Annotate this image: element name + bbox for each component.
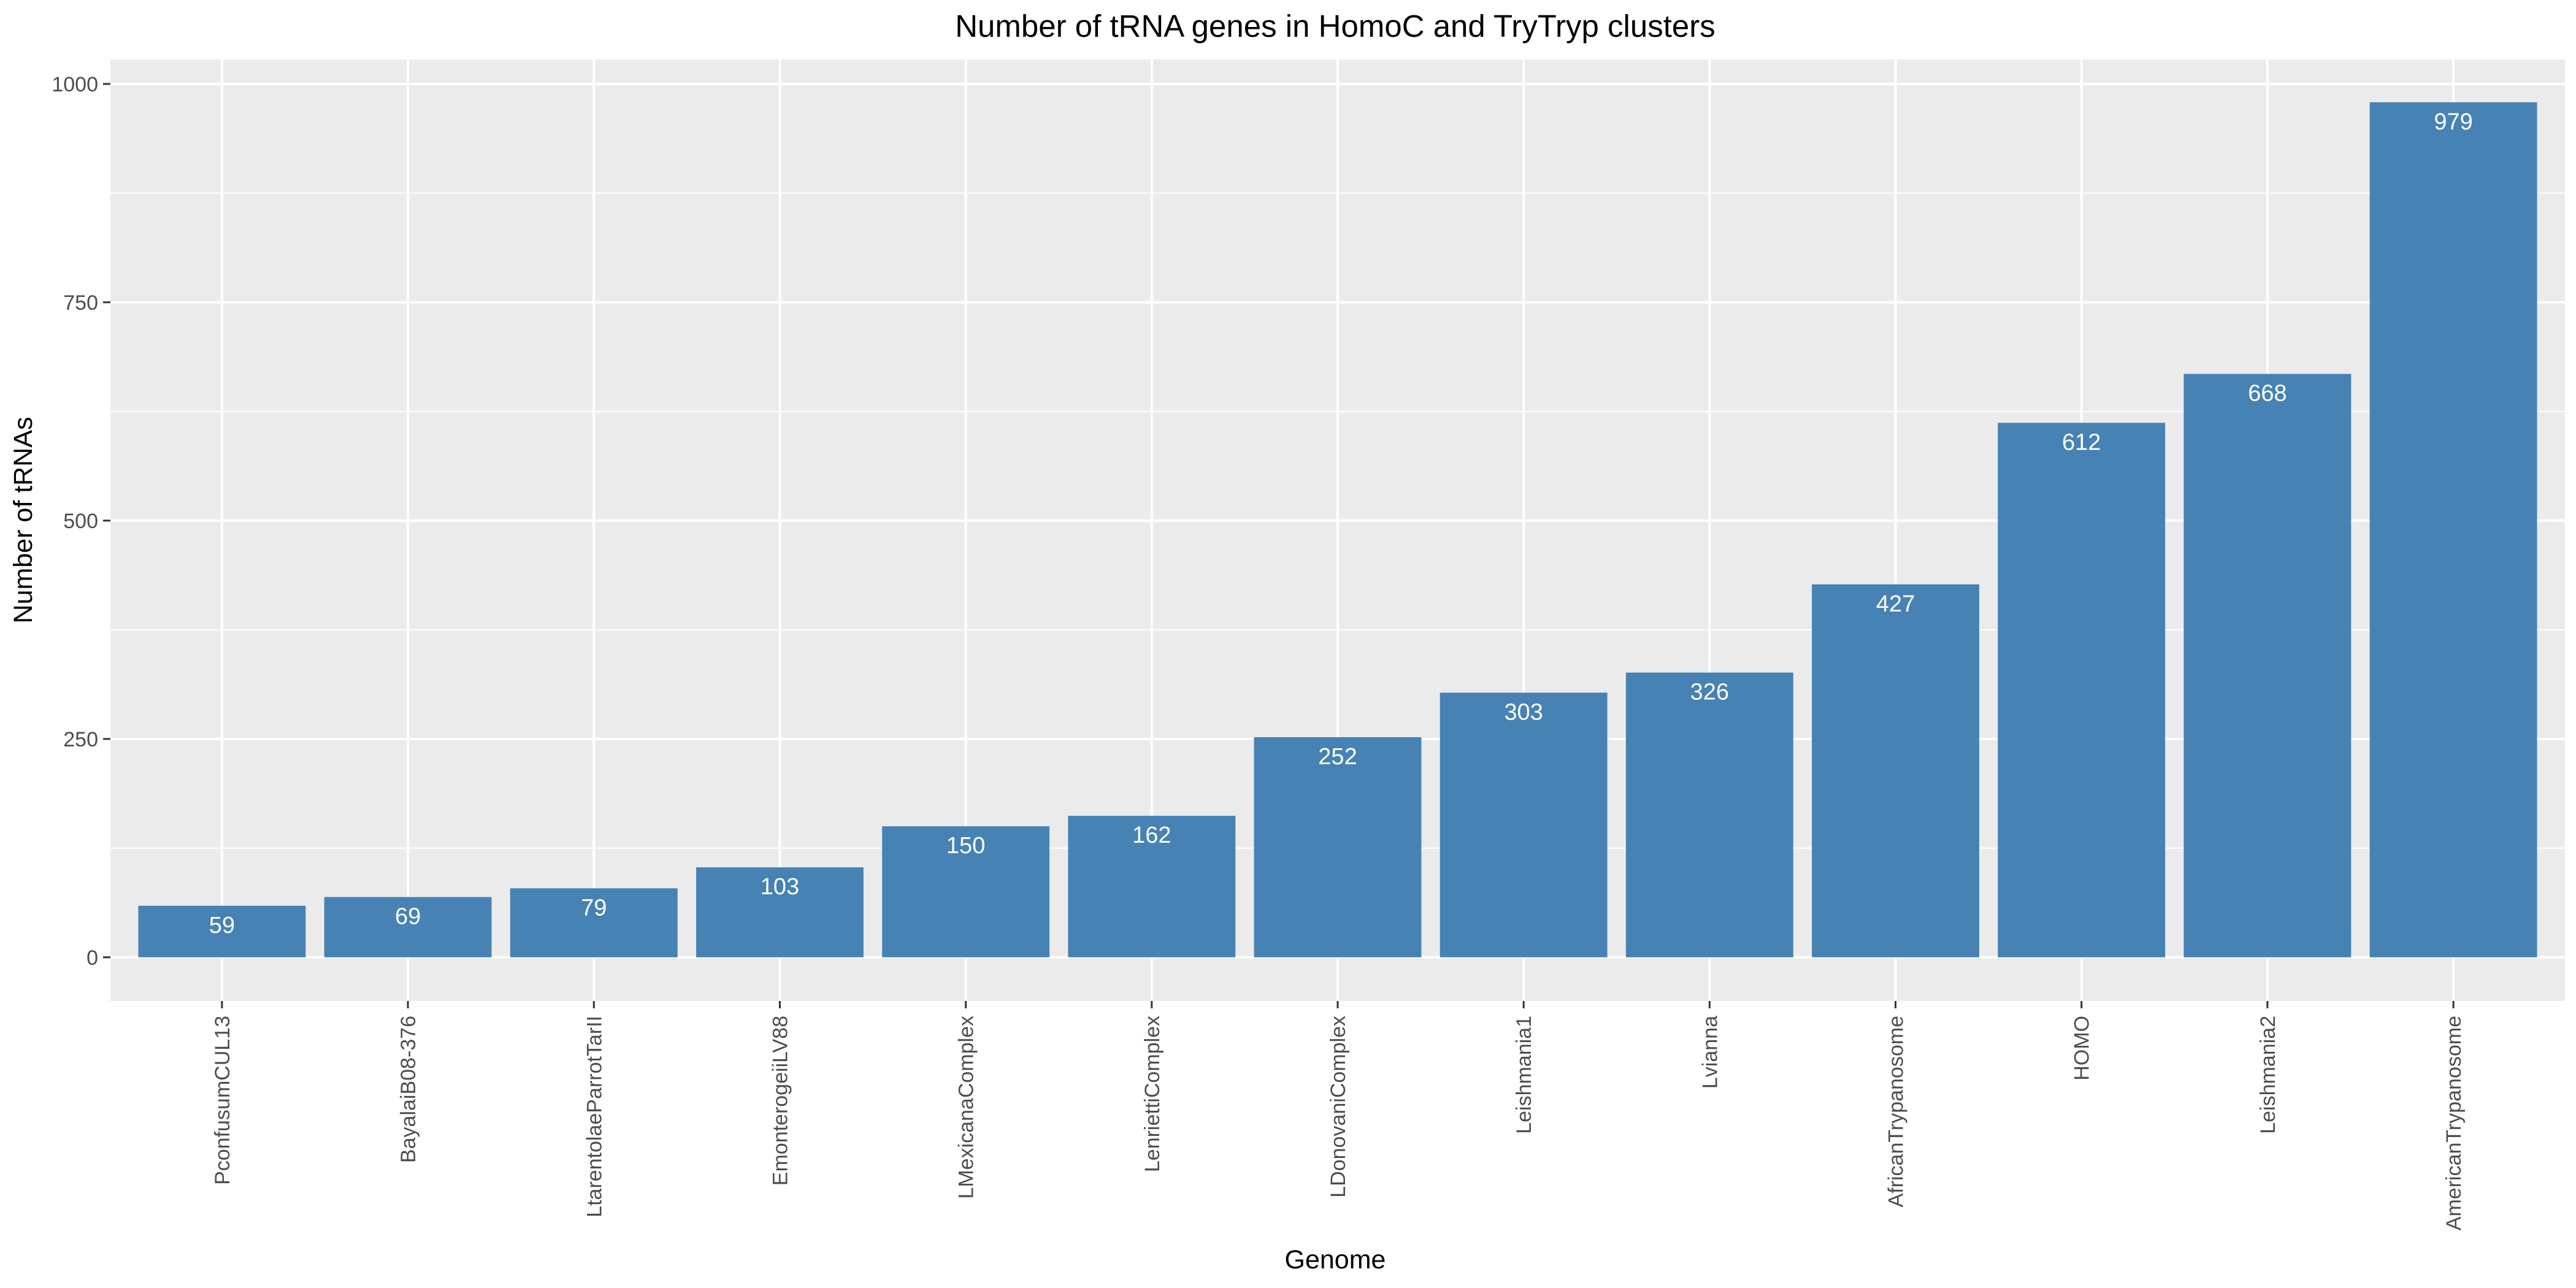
bar (1625, 672, 1793, 957)
bar (2369, 102, 2537, 957)
bar (1812, 584, 1979, 957)
bar (510, 888, 678, 957)
bar-value-label: 79 (581, 895, 607, 921)
x-tick-label: BayalaiB08-376 (397, 1016, 420, 1163)
bar-value-label: 162 (1132, 822, 1171, 848)
bar (882, 826, 1050, 957)
bar-value-label: 69 (395, 904, 421, 930)
bar (324, 897, 492, 957)
bar (1068, 816, 1236, 957)
bar (696, 867, 864, 957)
x-tick-label: LMexicanaComplex (955, 1016, 978, 1199)
x-tick-label: Leishmania1 (1512, 1016, 1536, 1134)
bar-value-label: 303 (1504, 699, 1543, 725)
x-tick-label: HOMO (2071, 1016, 2094, 1081)
y-tick-label: 500 (63, 510, 98, 533)
chart-title: Number of tRNA genes in HomoC and TryTry… (955, 9, 1715, 44)
y-tick-label: 750 (63, 291, 98, 315)
bar-value-label: 103 (761, 874, 799, 900)
bar-value-label: 252 (1318, 744, 1357, 770)
x-tick-label: PconfusumCUL13 (211, 1016, 234, 1185)
bar-value-label: 612 (2062, 429, 2101, 455)
bar (1254, 737, 1422, 957)
y-tick-label: 250 (63, 728, 98, 751)
plot-area: 0 250 500 750 1000 59 69 79 103 150 162 252 303 326 42… (52, 59, 2565, 1230)
x-tick-label: Lvianna (1698, 1016, 1722, 1089)
x-tick-label: LenriettiComplex (1141, 1016, 1164, 1172)
y-tick-label: 0 (86, 946, 98, 970)
bar (1998, 423, 2166, 957)
x-tick-label: AfricanTrypanosome (1885, 1016, 1908, 1207)
bar-value-label: 150 (946, 833, 985, 859)
x-tick-label: EmonterogeiiLV88 (769, 1016, 792, 1186)
bar (1439, 692, 1608, 957)
bar (138, 905, 306, 957)
bar-value-label: 59 (209, 913, 235, 938)
x-tick-label: Leishmania2 (2256, 1016, 2280, 1134)
x-axis-title: Genome (1285, 1245, 1386, 1275)
bar-value-label: 668 (2248, 381, 2287, 407)
bar-value-label: 427 (1876, 591, 1915, 617)
x-tick-label: AmericanTrypanosome (2442, 1016, 2466, 1230)
bar-value-label: 979 (2434, 109, 2472, 135)
y-tick-label: 1000 (52, 73, 98, 96)
x-tick-label: LDonovaniComplex (1327, 1016, 1350, 1198)
y-axis-title: Number of tRNAs (9, 417, 38, 624)
bar (2183, 374, 2352, 957)
bar-value-label: 326 (1690, 680, 1729, 705)
x-tick-label: LtarentolaeParrotTarII (583, 1016, 606, 1217)
